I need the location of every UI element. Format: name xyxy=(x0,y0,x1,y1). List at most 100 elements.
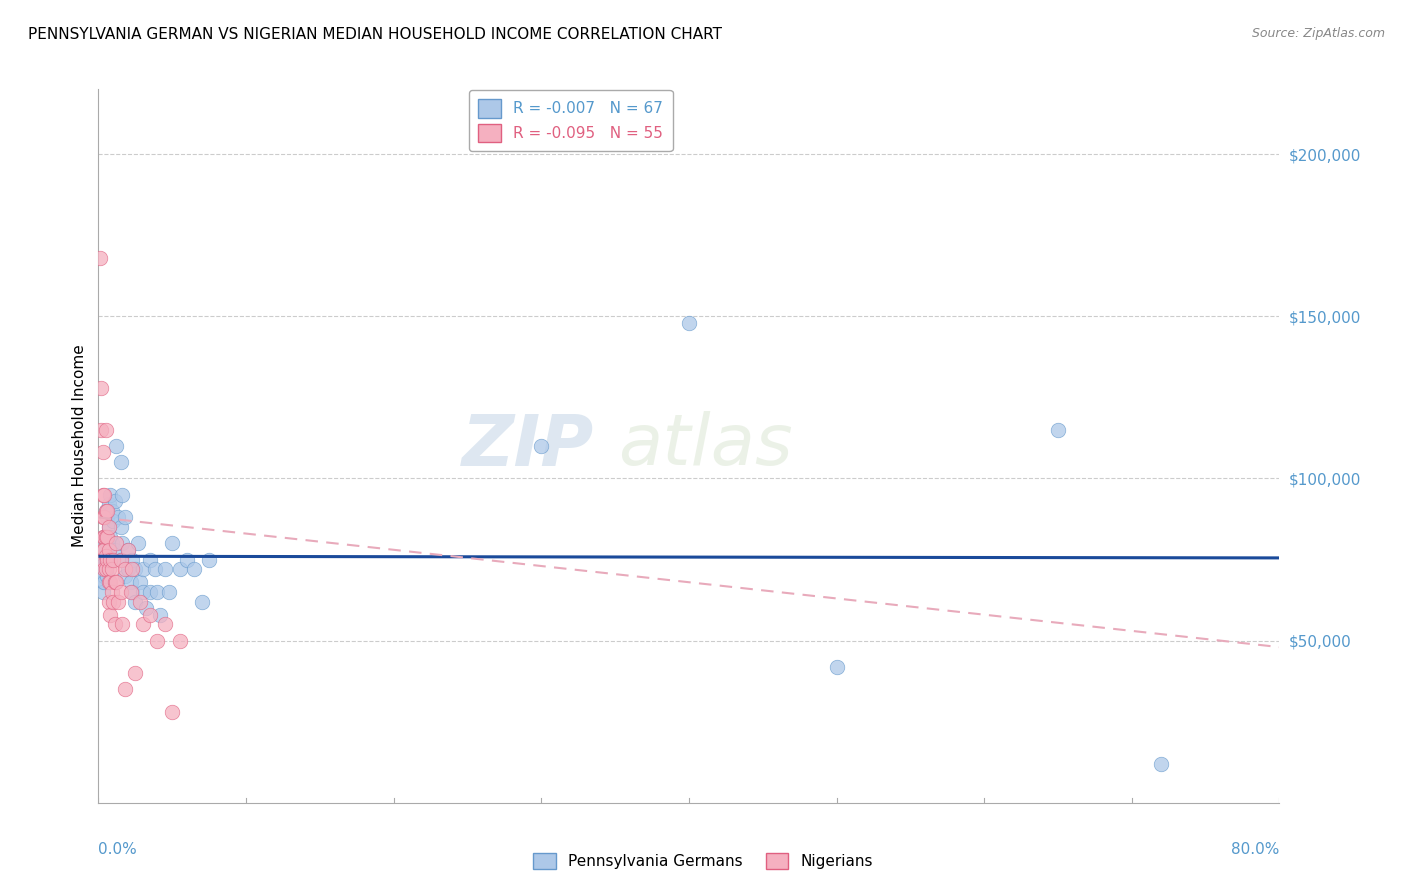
Point xyxy=(91,585,114,599)
Point xyxy=(97,595,120,609)
Point xyxy=(91,552,114,566)
Point xyxy=(97,575,120,590)
Point xyxy=(90,423,112,437)
Point xyxy=(97,520,120,534)
Point xyxy=(96,552,118,566)
Point xyxy=(1046,423,1069,437)
Text: 0.0%: 0.0% xyxy=(98,842,138,856)
Point xyxy=(111,488,134,502)
Point xyxy=(117,542,139,557)
Point xyxy=(93,530,115,544)
Point xyxy=(93,562,115,576)
Point xyxy=(143,562,166,576)
Point xyxy=(678,316,700,330)
Point xyxy=(105,439,128,453)
Point xyxy=(121,552,143,566)
Point xyxy=(94,562,117,576)
Point xyxy=(94,549,117,564)
Point xyxy=(89,251,111,265)
Text: atlas: atlas xyxy=(619,411,793,481)
Point xyxy=(198,552,221,566)
Point xyxy=(98,552,121,566)
Point xyxy=(91,536,114,550)
Point xyxy=(169,562,191,576)
Point xyxy=(135,601,157,615)
Point xyxy=(121,585,143,599)
Point xyxy=(103,514,125,528)
Point xyxy=(98,607,121,622)
Point xyxy=(94,552,117,566)
Point xyxy=(90,381,112,395)
Point xyxy=(110,552,132,566)
Point xyxy=(94,562,117,576)
Point xyxy=(124,595,146,609)
Point xyxy=(128,595,150,609)
Point xyxy=(96,568,118,582)
Point xyxy=(100,562,122,576)
Point xyxy=(176,552,198,566)
Point xyxy=(104,575,127,590)
Point xyxy=(111,536,134,550)
Point xyxy=(97,542,120,557)
Point xyxy=(110,520,132,534)
Point xyxy=(117,562,139,576)
Point xyxy=(94,530,117,544)
Point xyxy=(183,562,205,576)
Point xyxy=(94,504,117,518)
Point xyxy=(120,575,142,590)
Point xyxy=(110,455,132,469)
Point xyxy=(98,530,121,544)
Point xyxy=(530,439,553,453)
Legend: Pennsylvania Germans, Nigerians: Pennsylvania Germans, Nigerians xyxy=(527,847,879,875)
Point xyxy=(114,562,136,576)
Point xyxy=(107,510,129,524)
Point xyxy=(93,488,115,502)
Point xyxy=(91,488,114,502)
Point xyxy=(132,562,155,576)
Point xyxy=(91,445,114,459)
Text: PENNSYLVANIA GERMAN VS NIGERIAN MEDIAN HOUSEHOLD INCOME CORRELATION CHART: PENNSYLVANIA GERMAN VS NIGERIAN MEDIAN H… xyxy=(28,27,723,42)
Point xyxy=(93,575,115,590)
Point xyxy=(139,585,162,599)
Point xyxy=(96,504,118,518)
Point xyxy=(91,542,114,557)
Point xyxy=(124,562,146,576)
Point xyxy=(114,568,136,582)
Point xyxy=(94,542,117,557)
Point xyxy=(162,705,183,719)
Point xyxy=(94,423,117,437)
Point xyxy=(111,617,134,632)
Point xyxy=(132,585,155,599)
Point xyxy=(146,633,169,648)
Point xyxy=(103,552,125,566)
Point xyxy=(98,552,121,566)
Point xyxy=(114,510,136,524)
Point xyxy=(825,659,848,673)
Point xyxy=(157,585,180,599)
Point xyxy=(100,585,122,599)
Point xyxy=(127,536,149,550)
Point xyxy=(124,666,146,681)
Point xyxy=(97,497,120,511)
Text: Source: ZipAtlas.com: Source: ZipAtlas.com xyxy=(1251,27,1385,40)
Point xyxy=(121,562,143,576)
Point xyxy=(162,536,183,550)
Point xyxy=(139,552,162,566)
Point xyxy=(132,617,155,632)
Y-axis label: Median Household Income: Median Household Income xyxy=(72,344,87,548)
Point xyxy=(94,504,117,518)
Point xyxy=(90,552,112,566)
Point xyxy=(107,595,129,609)
Text: 80.0%: 80.0% xyxy=(1232,842,1279,856)
Legend: R = -0.007   N = 67, R = -0.095   N = 55: R = -0.007 N = 67, R = -0.095 N = 55 xyxy=(470,90,672,152)
Point xyxy=(104,617,127,632)
Text: ZIP: ZIP xyxy=(463,411,595,481)
Point xyxy=(169,633,191,648)
Point xyxy=(149,607,172,622)
Point xyxy=(93,568,115,582)
Point xyxy=(97,542,120,557)
Point xyxy=(96,530,118,544)
Point xyxy=(1150,756,1173,771)
Point xyxy=(100,504,122,518)
Point xyxy=(105,575,128,590)
